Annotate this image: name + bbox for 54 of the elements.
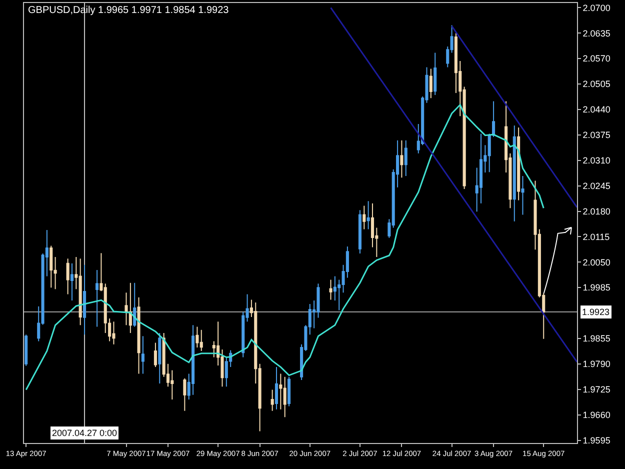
ref-line-label: 2007.04.27 0:00 [52, 428, 118, 438]
candlestick [158, 332, 162, 384]
y-tick-label: 2.0050 [582, 257, 610, 268]
y-tick-label: 2.0505 [582, 79, 610, 90]
candlestick [137, 296, 140, 374]
candlestick [434, 52, 437, 96]
candlestick [133, 282, 136, 328]
candlestick [358, 210, 362, 254]
y-tick-label: 1.9725 [582, 384, 610, 395]
candlestick [283, 376, 286, 418]
candlestick [362, 205, 366, 230]
candlestick [192, 324, 195, 396]
y-tick-label: 2.0310 [582, 156, 610, 166]
candlestick [112, 321, 116, 345]
y-tick-label: 2.0635 [582, 28, 610, 38]
candlestick [521, 176, 524, 216]
candlestick [78, 258, 82, 326]
candlestick [66, 258, 70, 295]
candlestick [274, 366, 278, 410]
y-tick-label: 2.0570 [582, 54, 610, 64]
candlestick [200, 329, 203, 352]
y-tick-label: 2.0180 [582, 206, 610, 216]
candlestick [141, 336, 144, 374]
candlestick [24, 334, 28, 366]
y-tick-label: 1.9595 [582, 435, 610, 446]
candlestick [196, 326, 199, 348]
y-tick-label: 1.9855 [582, 334, 610, 344]
y-tick-label: 1.9660 [582, 410, 610, 420]
candlestick [429, 68, 432, 99]
candlestick [128, 282, 132, 334]
y-tick-label: 1.9790 [582, 359, 610, 370]
candlestick [404, 140, 408, 177]
candlestick [366, 200, 370, 230]
y-tick-label: 2.0700 [582, 2, 610, 13]
y-tick-label: 2.0375 [582, 130, 610, 140]
ref-line-label: 1.9923 [582, 307, 610, 317]
y-tick-label: 2.0115 [582, 232, 610, 242]
candlestick [82, 264, 86, 336]
y-tick-label: 2.0245 [582, 180, 610, 191]
candlestick [517, 126, 520, 201]
candlestick [270, 389, 274, 412]
candlestick [124, 292, 128, 326]
candlestick [154, 342, 157, 368]
candlestick [183, 378, 186, 412]
y-tick-label: 2.0440 [582, 104, 610, 115]
candlestick [96, 269, 99, 328]
line-series [25, 104, 544, 391]
candlestick [512, 125, 516, 222]
candlestick [50, 245, 53, 288]
candlestick [329, 279, 332, 300]
candlestick [400, 140, 404, 178]
candlestick [70, 262, 74, 302]
y-tick-label: 1.9985 [582, 282, 610, 293]
candlestick [288, 376, 291, 407]
